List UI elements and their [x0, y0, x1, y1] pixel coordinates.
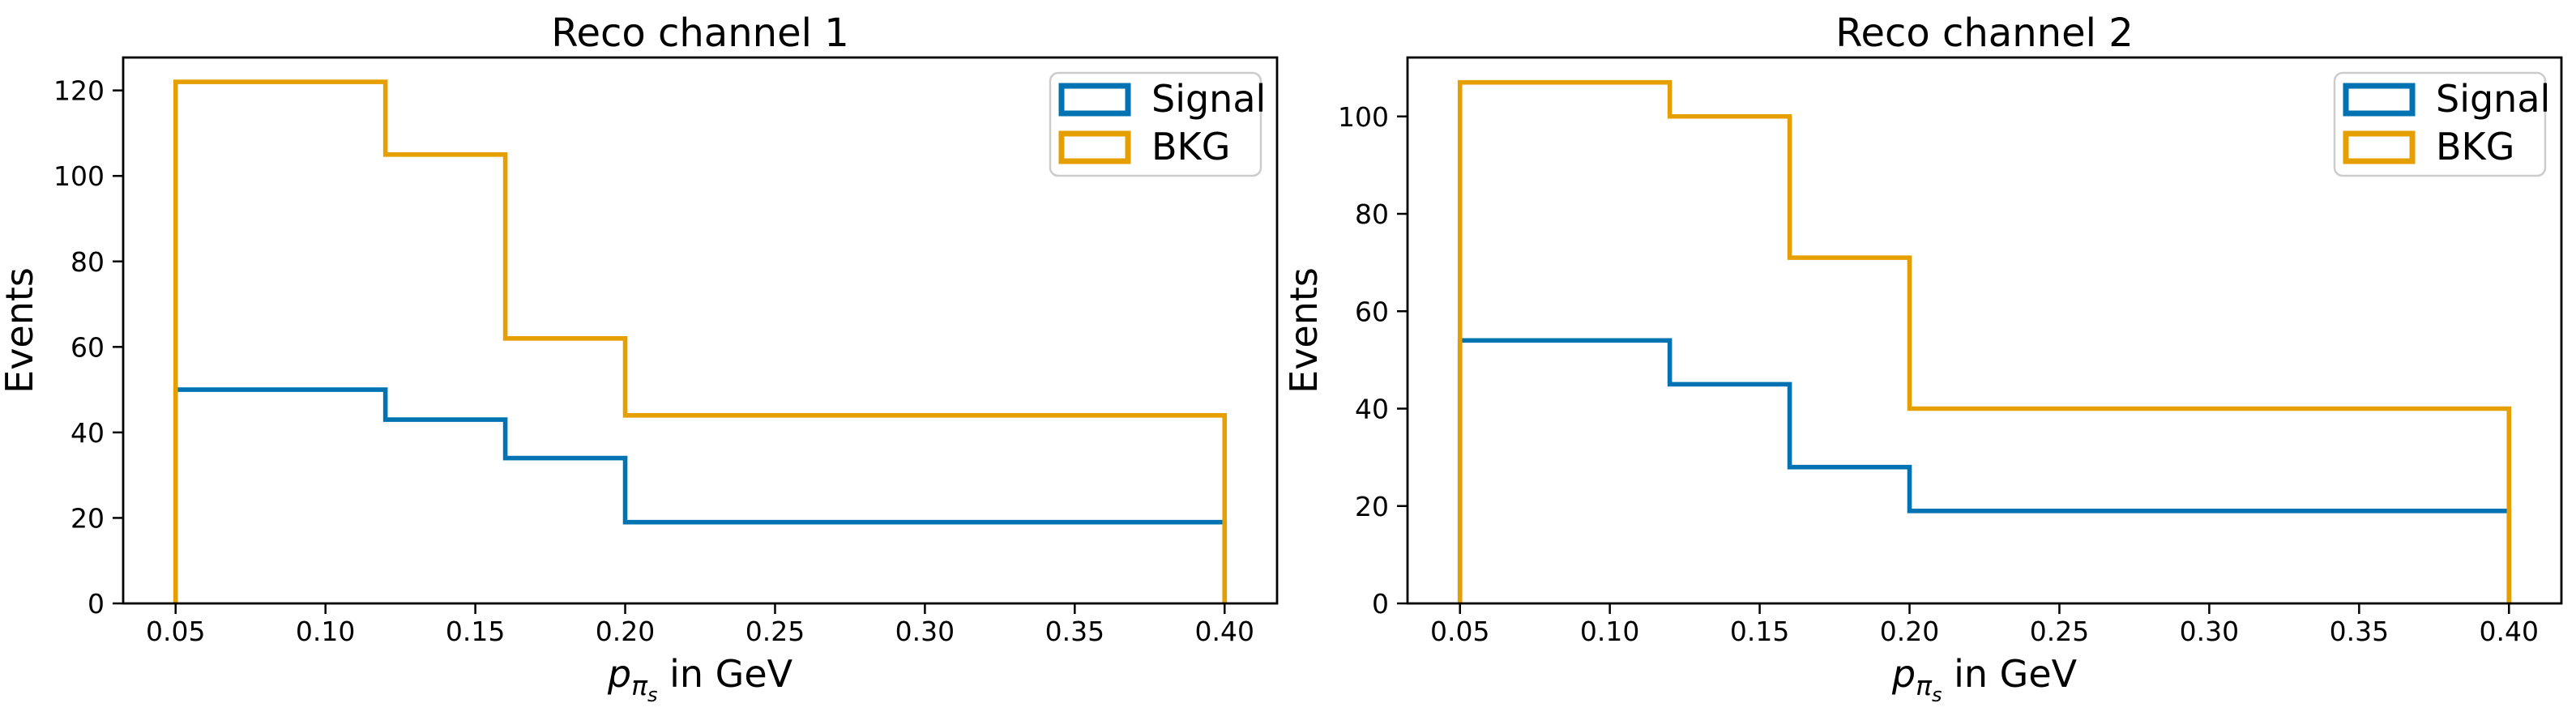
y-axis-tick-label: 40	[1355, 394, 1389, 425]
legend-swatch-bkg	[1058, 130, 1131, 164]
x-axis-tick-label: 0.05	[146, 616, 205, 647]
x-axis-tick-label: 0.30	[895, 616, 955, 647]
x-axis-tick-label: 0.15	[1730, 616, 1789, 647]
legend-swatch-signal	[2343, 83, 2416, 117]
momentum-symbol: p	[607, 652, 631, 696]
y-axis-tick-label: 0	[1372, 588, 1389, 620]
x-axis-tick-label: 0.20	[596, 616, 655, 647]
pion-subscript: π	[1916, 670, 1933, 701]
legend-label-signal: Signal	[1151, 77, 1266, 121]
x-axis-tick-label: 0.15	[446, 616, 505, 647]
signal-series-path	[1457, 338, 2512, 603]
y-axis-tick-label: 20	[70, 502, 105, 534]
unit-suffix: in GeV	[658, 652, 793, 696]
bkg-series-path	[173, 79, 1228, 603]
y-axis-tick-label: 80	[70, 246, 105, 278]
y-axis-tick-label: 100	[1338, 101, 1389, 133]
subplot-1: Reco channel 1 0.05 0.10 0.15 0.20 0.25 0.30 0.…	[0, 11, 1279, 706]
legend-label-bkg: BKG	[2436, 125, 2514, 168]
y-axis-tick-label: 0	[88, 588, 105, 620]
legend-swatch-signal	[1058, 83, 1131, 117]
x-axis-tick-label: 0.25	[745, 616, 805, 647]
x-axis-tick-label: 0.10	[1580, 616, 1639, 647]
axes-frame	[1406, 56, 2563, 605]
unit-suffix: in GeV	[1942, 652, 2078, 696]
x-axis-tick-label: 0.05	[1430, 616, 1489, 647]
legend-label-signal: Signal	[2436, 77, 2550, 121]
y-axis-tick-label: 100	[53, 160, 105, 192]
legend-label-bkg: BKG	[1151, 125, 1230, 168]
y-axis-tick-label: 120	[53, 75, 105, 107]
x-axis-tick-label: 0.40	[2480, 616, 2539, 647]
x-axis-tick-label: 0.25	[2030, 616, 2089, 647]
y-axis-tick-label: 40	[70, 417, 105, 449]
x-axis-tick-label: 0.35	[2330, 616, 2389, 647]
y-axis-tick-label: 20	[1355, 491, 1389, 522]
x-axis-tick-label: 0.40	[1195, 616, 1254, 647]
y-axis-label: Events	[0, 267, 41, 394]
x-axis-label: pπs in GeV	[1891, 652, 2078, 706]
y-axis-tick-label: 60	[1355, 296, 1389, 327]
subplot-2: Reco channel 2 0.05 0.10 0.15 0.20 0.25 0.30 0.…	[1282, 11, 2563, 706]
x-axis-tick-label: 0.10	[296, 616, 355, 647]
legend-swatch-bkg	[2343, 130, 2416, 164]
y-axis-tick-label: 60	[70, 331, 105, 363]
plot-title: Reco channel 2	[1835, 11, 2133, 56]
y-axis-tick-label: 80	[1355, 198, 1389, 230]
x-axis-tick-label: 0.30	[2180, 616, 2239, 647]
x-axis-tick-label: 0.35	[1045, 616, 1104, 647]
pion-subscript: π	[631, 670, 648, 701]
slow-sub-subscript: s	[647, 684, 658, 706]
slow-sub-subscript: s	[1932, 684, 1942, 706]
plot-title: Reco channel 1	[551, 11, 848, 56]
x-axis-tick-label: 0.20	[1880, 616, 1939, 647]
signal-series-path	[173, 387, 1228, 603]
momentum-symbol: p	[1891, 652, 1916, 696]
bkg-series-path	[1457, 79, 2512, 603]
x-axis-label: pπs in GeV	[607, 652, 793, 706]
y-axis-label: Events	[1282, 267, 1326, 394]
axes-frame	[122, 56, 1279, 605]
